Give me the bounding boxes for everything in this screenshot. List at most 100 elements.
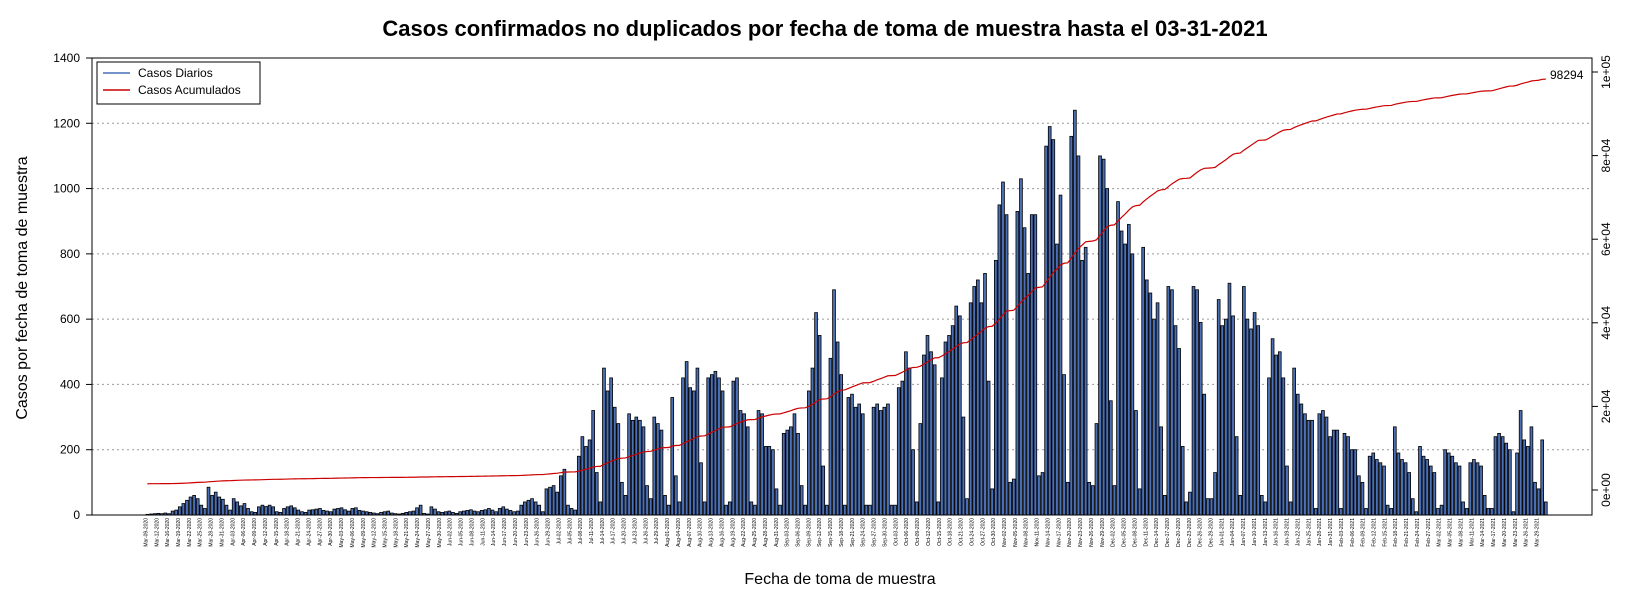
bar-casos-diarios (1371, 452, 1376, 516)
bar-casos-diarios (1285, 465, 1289, 516)
bar-casos-diarios (1544, 501, 1548, 516)
x-tick-label: Feb-12-2021 (1372, 518, 1378, 547)
bar-casos-diarios (968, 302, 973, 516)
bar-casos-diarios (993, 259, 998, 516)
bar-casos-diarios (188, 496, 193, 516)
bar-casos-diarios (1029, 214, 1034, 516)
y2-tick-label: 0e+00 (1599, 473, 1613, 507)
x-tick-label: Apr-12-2020 (263, 518, 269, 546)
bar-casos-diarios (1446, 452, 1451, 516)
bar-casos-diarios (332, 508, 337, 516)
bar-casos-diarios (727, 501, 732, 516)
bar-casos-diarios (1087, 481, 1092, 516)
x-tick-label: May-24-2020 (415, 518, 421, 548)
bar-casos-diarios (1277, 351, 1282, 516)
bar-casos-diarios (1069, 135, 1074, 516)
bar-casos-diarios (889, 504, 894, 516)
bar-casos-diarios (692, 390, 696, 516)
x-tick-label: Nov-14-2020 (1045, 518, 1051, 547)
x-tick-label: Jan-28-2021 (1317, 518, 1323, 546)
bar-casos-diarios (670, 397, 675, 516)
bar-casos-diarios (641, 426, 646, 516)
bar-series-casos-diarios (145, 109, 1548, 516)
bar-casos-diarios (501, 506, 506, 516)
x-tick-label: Oct-24-2020 (969, 518, 975, 546)
x-tick-label: Apr-06-2020 (241, 518, 247, 546)
bar-casos-diarios (1389, 508, 1394, 516)
bar-casos-diarios (325, 510, 329, 516)
bar-casos-diarios (979, 302, 984, 516)
bar-casos-diarios (584, 446, 588, 516)
x-tick-label: Jun-08-2020 (469, 518, 475, 546)
bar-casos-diarios (1195, 289, 1199, 516)
bar-casos-diarios (1299, 403, 1304, 516)
x-tick-label: Oct-09-2020 (915, 518, 921, 546)
x-tick-label: Sep-27-2020 (872, 518, 878, 547)
bar-casos-diarios (1457, 465, 1462, 516)
bar-casos-diarios (656, 423, 660, 516)
bar-casos-diarios (505, 508, 509, 516)
bar-casos-diarios (206, 486, 211, 516)
bar-casos-diarios (1443, 449, 1447, 516)
bar-casos-diarios (562, 468, 567, 516)
bar-casos-diarios (1065, 481, 1070, 516)
bar-casos-diarios (860, 413, 865, 516)
x-tick-label: Aug-28-2020 (763, 518, 769, 547)
x-tick-label: Oct-18-2020 (948, 518, 954, 546)
bar-casos-diarios (1227, 282, 1232, 516)
bar-casos-diarios (1141, 246, 1145, 516)
x-tick-label: Mar-02-2021 (1437, 518, 1443, 547)
y2-tick-label: 1e+05 (1599, 55, 1613, 89)
bar-casos-diarios (1382, 465, 1386, 516)
bar-casos-diarios (1180, 446, 1185, 516)
bar-casos-diarios (307, 509, 311, 516)
x-tick-label: Jan-10-2021 (1252, 518, 1258, 546)
bar-casos-diarios (1349, 449, 1354, 516)
bar-casos-diarios (1522, 439, 1527, 516)
x-tick-label: Nov-11-2020 (1035, 518, 1041, 547)
bar-casos-diarios (1216, 299, 1221, 516)
bar-casos-diarios (1123, 243, 1128, 516)
x-tick-label: Jul-05-2020 (567, 518, 573, 545)
y-tick-label: 600 (60, 312, 80, 326)
bar-casos-diarios (789, 426, 793, 516)
x-tick-label: May-27-2020 (426, 518, 432, 548)
bar-casos-diarios (465, 510, 470, 516)
x-tick-label: Jan-13-2021 (1263, 518, 1269, 546)
bar-casos-diarios (774, 488, 779, 516)
bar-casos-diarios (1468, 462, 1473, 516)
bar-casos-diarios (346, 510, 351, 516)
bar-casos-diarios (648, 498, 653, 516)
bar-casos-diarios (170, 510, 175, 516)
x-tick-label: May-03-2020 (339, 518, 345, 548)
bar-casos-diarios (1357, 475, 1361, 516)
x-tick-label: Jun-20-2020 (513, 518, 519, 546)
y2-tick-label: 6e+04 (1599, 222, 1613, 256)
bar-casos-diarios (767, 446, 772, 516)
x-tick-label: Apr-18-2020 (285, 518, 291, 546)
x-tick-label: Aug-16-2020 (719, 518, 725, 547)
bar-casos-diarios (1292, 367, 1296, 516)
bar-casos-diarios (907, 367, 912, 516)
bar-casos-diarios (1500, 436, 1505, 516)
bar-casos-diarios (1130, 253, 1135, 516)
bar-casos-diarios (1076, 155, 1081, 516)
bar-casos-diarios (1015, 211, 1020, 516)
bar-casos-diarios (871, 406, 876, 516)
bar-casos-diarios (591, 410, 595, 516)
bar-casos-diarios (1112, 485, 1117, 516)
bar-casos-diarios (1245, 318, 1250, 516)
bar-casos-diarios (257, 506, 261, 516)
x-tick-label: Dec-17-2020 (1165, 518, 1171, 547)
bar-casos-diarios (702, 501, 707, 516)
x-tick-label: Dec-29-2020 (1208, 518, 1214, 547)
bar-casos-diarios (1188, 491, 1192, 516)
bar-casos-diarios (1331, 429, 1336, 516)
bar-casos-diarios (943, 341, 948, 516)
bar-casos-diarios (533, 501, 538, 516)
bar-casos-diarios (1450, 455, 1455, 516)
bar-casos-diarios (1058, 194, 1063, 516)
bar-casos-diarios (663, 495, 667, 516)
bar-casos-diarios (706, 377, 710, 516)
bar-casos-diarios (418, 504, 423, 516)
